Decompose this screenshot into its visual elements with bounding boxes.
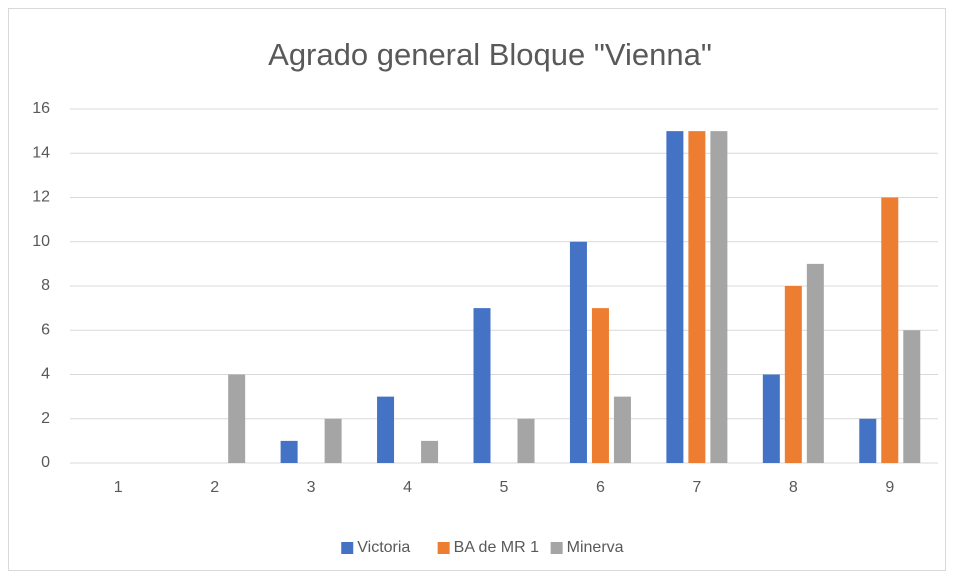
chart-title: Agrado general Bloque "Vienna" — [268, 37, 712, 72]
bar — [324, 418, 342, 463]
bar — [613, 396, 631, 463]
bar — [421, 440, 439, 463]
y-tick-label: 2 — [41, 410, 50, 427]
y-tick-label: 14 — [32, 144, 50, 161]
bar — [228, 374, 246, 463]
bar — [280, 440, 298, 463]
bar — [859, 418, 877, 463]
bar — [377, 396, 395, 463]
y-tick-label: 8 — [41, 277, 50, 294]
bar — [784, 286, 802, 463]
y-tick-label: 0 — [41, 454, 50, 471]
bar — [666, 131, 684, 463]
legend-swatch — [437, 542, 450, 554]
x-tick-label: 8 — [789, 479, 798, 496]
x-tick-label: 3 — [307, 479, 316, 496]
bar — [517, 418, 535, 463]
bar — [903, 330, 921, 463]
bar — [881, 197, 899, 463]
x-tick-label: 5 — [500, 479, 509, 496]
y-tick-label: 12 — [32, 189, 50, 206]
x-tick-label: 2 — [210, 479, 219, 496]
bar — [806, 263, 824, 463]
legend-label: BA de MR 1 — [454, 539, 539, 556]
bar — [591, 308, 609, 463]
x-tick-label: 6 — [596, 479, 605, 496]
legend-label: Victoria — [357, 539, 410, 556]
bar — [762, 374, 780, 463]
x-tick-label: 4 — [403, 479, 412, 496]
x-tick-label: 9 — [885, 479, 894, 496]
bar — [688, 131, 706, 463]
chart-frame — [8, 8, 946, 571]
x-tick-label: 1 — [114, 479, 123, 496]
legend-label: Minerva — [567, 539, 624, 556]
y-tick-label: 10 — [32, 233, 50, 250]
y-tick-label: 16 — [32, 100, 50, 117]
y-tick-label: 6 — [41, 321, 50, 338]
bar — [710, 131, 728, 463]
bar — [473, 308, 491, 463]
legend-swatch — [550, 542, 563, 554]
y-tick-label: 4 — [41, 366, 50, 383]
legend-swatch — [341, 542, 354, 554]
x-tick-label: 7 — [692, 479, 701, 496]
bar — [569, 241, 587, 463]
